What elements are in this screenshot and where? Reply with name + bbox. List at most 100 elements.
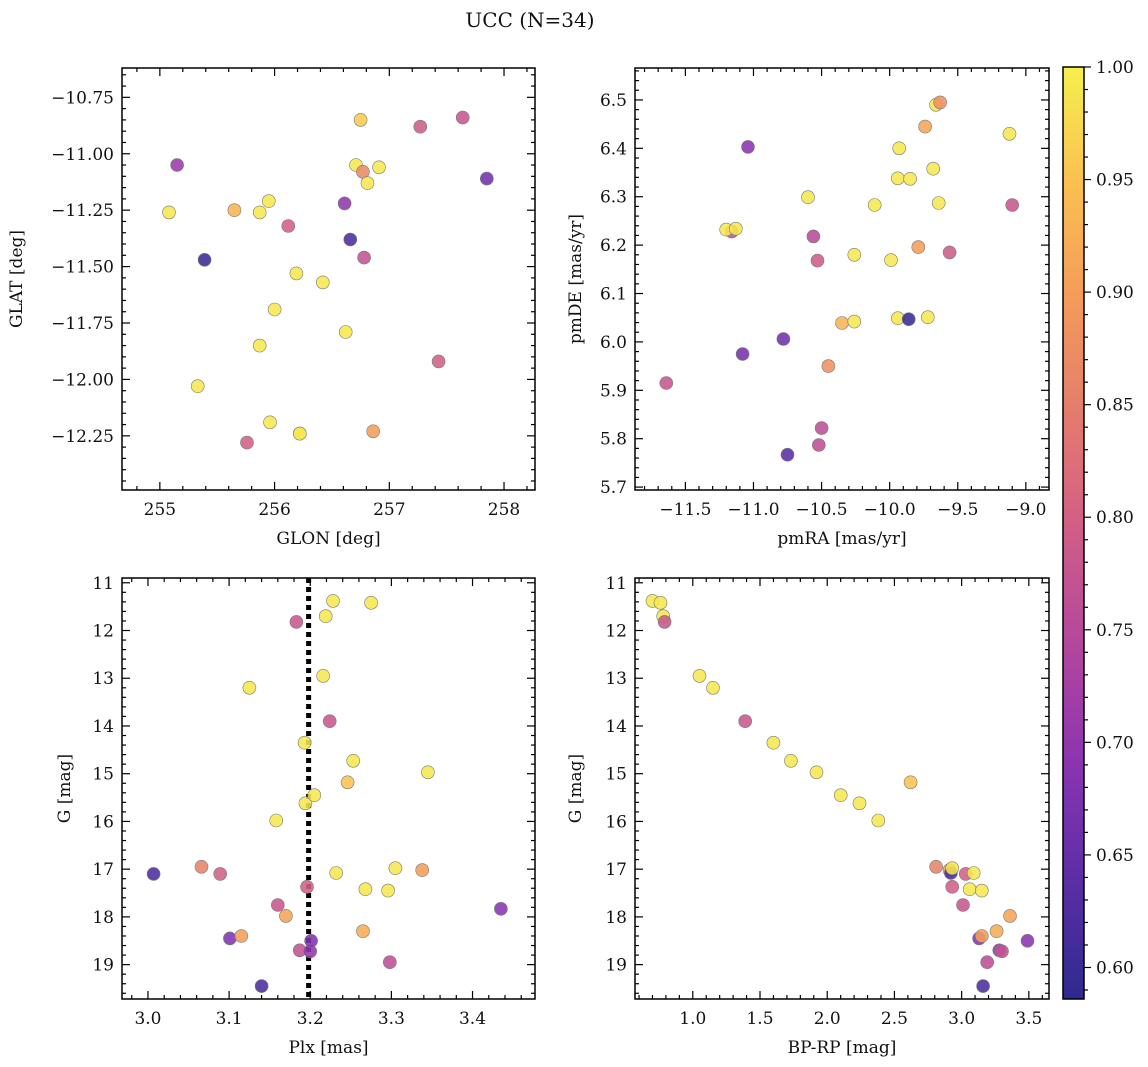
scatter-point xyxy=(318,609,333,624)
scatter-point xyxy=(657,615,672,629)
scatter-point xyxy=(706,680,720,695)
y-axis-label: pmDE [mas/yr] xyxy=(566,214,586,344)
scatter-point xyxy=(903,775,918,790)
scatter-point xyxy=(784,753,798,768)
x-tick-label: 3.2 xyxy=(297,1009,324,1029)
scatter-point xyxy=(292,426,307,441)
scatter-point xyxy=(1005,198,1020,212)
scatter-point xyxy=(780,447,795,462)
scatter-point xyxy=(240,435,254,450)
x-tick-label: 257 xyxy=(373,500,405,520)
scatter-point xyxy=(901,312,916,327)
y-tick-label: 18 xyxy=(92,908,114,928)
x-tick-label: 3.4 xyxy=(459,1009,486,1029)
x-tick-label: −11.5 xyxy=(659,500,711,520)
scatter-point xyxy=(146,867,161,881)
scatter-point xyxy=(911,240,926,254)
scatter-point xyxy=(162,205,176,220)
scatter-point xyxy=(847,314,862,329)
scatter-point xyxy=(358,882,373,897)
scatter-point xyxy=(659,376,674,390)
scatter-point xyxy=(242,680,257,695)
scatter-point xyxy=(346,753,361,768)
y-tick-label: 5.9 xyxy=(600,381,627,401)
scatter-point xyxy=(801,190,815,204)
scatter-point xyxy=(315,275,330,290)
y-tick-label: 18 xyxy=(605,908,627,928)
scatter-points xyxy=(146,594,508,993)
scatter-points xyxy=(659,95,1020,462)
x-tick-label: 3.0 xyxy=(134,1009,161,1029)
colorbar-tick-label: 0.90 xyxy=(1096,283,1134,303)
scatter-points xyxy=(645,594,1035,993)
x-tick-label: −10.0 xyxy=(864,500,916,520)
axes-frame xyxy=(121,577,536,1000)
y-axis-label: G [mag] xyxy=(566,754,586,823)
x-tick-label: 3.0 xyxy=(948,1009,975,1029)
x-tick-label: 3.3 xyxy=(378,1009,405,1029)
scatter-point xyxy=(304,933,318,948)
y-tick-label: 13 xyxy=(92,669,114,689)
y-tick-label: 15 xyxy=(92,765,114,785)
scatter-point xyxy=(989,924,1004,939)
x-tick-label: 255 xyxy=(144,500,176,520)
y-tick-label: 15 xyxy=(605,765,627,785)
x-tick-label: −11.0 xyxy=(727,500,779,520)
scatter-point xyxy=(931,196,946,210)
scatter-point xyxy=(263,415,277,430)
scatter-point xyxy=(835,316,849,330)
y-tick-label: 5.7 xyxy=(600,478,627,498)
scatter-point xyxy=(431,354,446,369)
scatter-point xyxy=(974,883,989,898)
scatter-point xyxy=(890,171,905,186)
colorbar: 0.60 0.65 0.70 0.75 0.80 0.85 0.90 0.95 1.00 xyxy=(1062,58,1134,1000)
x-tick-label: 2.0 xyxy=(814,1009,841,1029)
x-axis-label: Plx [mas] xyxy=(288,1038,368,1058)
scatter-point xyxy=(194,859,209,874)
scatter-point xyxy=(388,861,403,876)
colorbar-tick-label: 0.95 xyxy=(1096,171,1134,191)
scatter-point xyxy=(252,205,267,220)
axes-frame xyxy=(121,67,536,491)
panel-pmra-pmde: −11.5 −11.0 −10.5 −10.0 −9.5 −9.0 5.7 5.8 5.9 6.0… xyxy=(566,67,1050,549)
scatter-point xyxy=(945,861,960,876)
scatter-point xyxy=(227,203,242,217)
y-tick-label: 11 xyxy=(92,574,114,594)
x-tick-label: 3.5 xyxy=(1015,1009,1042,1029)
scatter-point xyxy=(884,253,898,267)
scatter-point xyxy=(234,929,249,943)
scatter-point xyxy=(847,248,862,262)
scatter-point xyxy=(289,266,304,281)
y-tick-label: −11.75 xyxy=(51,314,114,334)
scatter-point xyxy=(933,95,947,110)
scatter-point xyxy=(962,882,977,897)
scatter-point xyxy=(741,140,755,154)
scatter-point xyxy=(809,765,824,780)
x-tick-label: 2.5 xyxy=(881,1009,908,1029)
scatter-point xyxy=(170,158,184,172)
y-tick-label: 17 xyxy=(605,860,627,880)
scatter-point xyxy=(356,924,370,939)
scatter-point xyxy=(903,172,917,186)
y-tick-label: 11 xyxy=(605,574,627,594)
scatter-point xyxy=(974,929,989,943)
scatter-point xyxy=(197,252,212,267)
scatter-point xyxy=(479,171,494,186)
y-tick-label: 5.8 xyxy=(600,430,627,450)
scatter-point xyxy=(366,424,381,439)
colorbar-tick-label: 0.80 xyxy=(1096,508,1134,528)
scatter-point xyxy=(252,338,267,353)
scatter-point xyxy=(1003,909,1017,923)
scatter-point xyxy=(852,796,867,811)
scatter-point xyxy=(337,196,352,211)
scatter-point xyxy=(966,866,981,880)
scatter-point xyxy=(811,438,826,452)
y-tick-label: 19 xyxy=(605,956,627,976)
scatter-point xyxy=(494,901,508,916)
scatter-points xyxy=(162,110,494,450)
scatter-point xyxy=(421,765,435,780)
scatter-point xyxy=(213,867,227,881)
scatter-point xyxy=(322,714,337,729)
y-tick-label: 14 xyxy=(605,717,627,737)
